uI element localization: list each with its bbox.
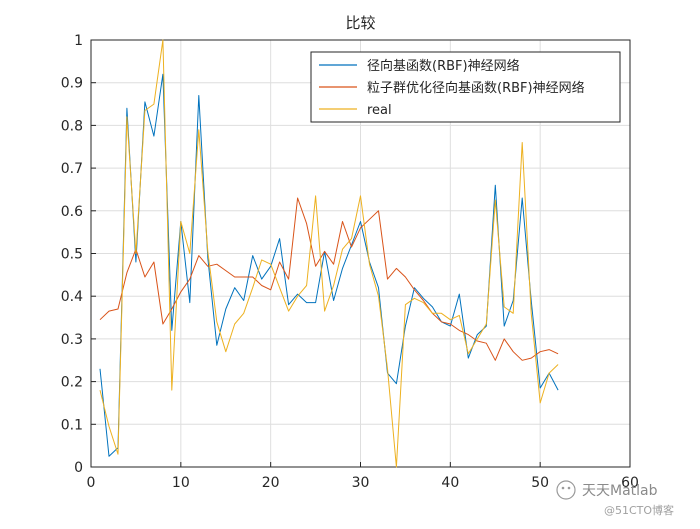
legend-label-1: 粒子群优化径向基函数(RBF)神经网络 xyxy=(367,80,585,96)
y-tick-label: 0.5 xyxy=(61,247,83,263)
x-tick-label: 0 xyxy=(87,475,96,491)
x-tick-label: 60 xyxy=(621,475,639,491)
x-tick-label: 40 xyxy=(441,475,459,491)
y-tick-label: 0.6 xyxy=(61,204,83,220)
y-tick-label: 0.7 xyxy=(61,161,83,177)
y-tick-label: 0.1 xyxy=(61,417,83,433)
y-tick-label: 0.4 xyxy=(61,289,83,305)
watermark-site: @51CTO博客 xyxy=(604,503,674,517)
watermark-account: 天天Matlab xyxy=(582,483,658,499)
series-line-0 xyxy=(99,73,559,457)
wechat-icon xyxy=(556,480,576,500)
wechat-icon-eye-left xyxy=(561,486,565,490)
x-tick-label: 30 xyxy=(352,475,370,491)
x-tick-label: 10 xyxy=(172,475,190,491)
chart-title: 比较 xyxy=(345,14,375,32)
wechat-icon-eye-right xyxy=(567,486,571,490)
legend-label-0: 径向基函数(RBF)神经网络 xyxy=(367,58,520,74)
series-line-2 xyxy=(99,39,559,468)
y-tick-label: 0.8 xyxy=(61,118,83,134)
legend-label-2: real xyxy=(367,103,392,118)
y-tick-label: 0.3 xyxy=(61,332,83,348)
y-tick-label: 0.9 xyxy=(61,76,83,92)
legend-box xyxy=(310,51,621,123)
x-tick-label: 50 xyxy=(531,475,549,491)
axis-ticks: 0 10 20 30 40 50 60 0 0.1 0.2 0.3 0.4 0.5 0.6 0.7 0.8 0.… xyxy=(61,33,639,491)
y-tick-label: 0.2 xyxy=(61,375,83,391)
y-tick-label: 0 xyxy=(74,460,83,476)
x-tick-label: 20 xyxy=(262,475,280,491)
y-tick-label: 1 xyxy=(74,33,83,49)
watermark: 天天Matlab @51CTO博客 xyxy=(556,480,674,517)
series-lines xyxy=(99,39,559,468)
